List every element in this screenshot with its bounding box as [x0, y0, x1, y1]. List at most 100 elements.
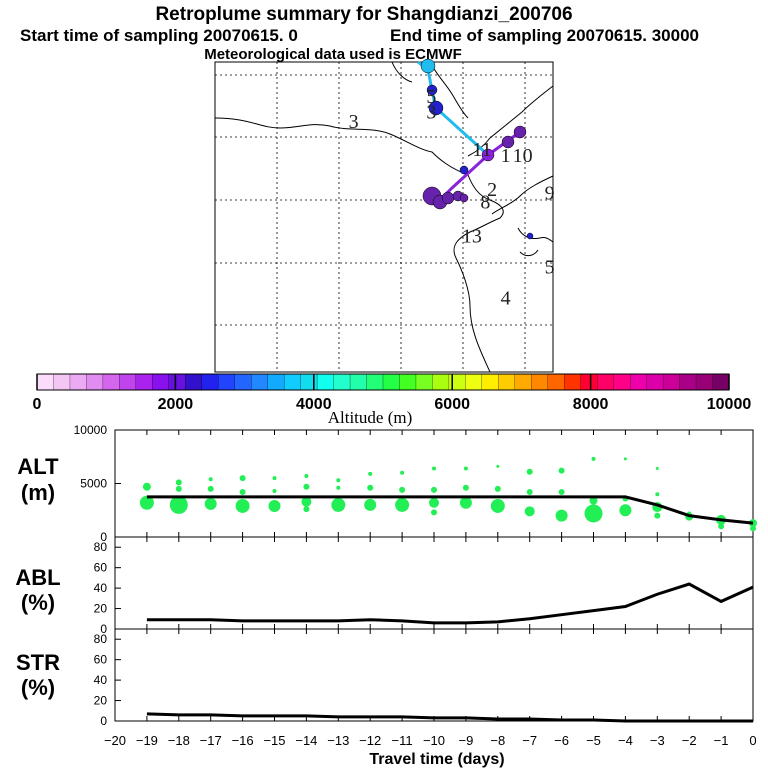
colorbar-swatch	[695, 373, 714, 391]
alt-scatter-point	[490, 498, 505, 513]
colorbar-swatch	[102, 373, 120, 391]
colorbar-tick-label: 4000	[296, 396, 332, 413]
alt-scatter-point	[432, 466, 436, 471]
x-tick-label: −17	[200, 733, 222, 748]
str-plot: 0 20 40 60 80	[94, 629, 754, 728]
colorbar-swatch	[300, 373, 318, 391]
y-tick-label: 20	[94, 602, 108, 616]
x-tick-label: 0	[749, 733, 756, 748]
day-label: 3	[426, 102, 436, 124]
alt-scatter-point	[364, 498, 377, 511]
abl-plot: 0 20 40 60 80	[94, 537, 754, 636]
trajectory-marker	[459, 165, 469, 175]
x-tick-label: −7	[522, 733, 537, 748]
x-tick-label: −10	[423, 733, 445, 748]
x-tick-label: −14	[295, 733, 317, 748]
colorbar-swatch	[36, 373, 55, 391]
x-tick-label: −8	[490, 733, 505, 748]
day-label: 9	[545, 182, 555, 204]
day-label: 1	[501, 145, 511, 167]
alt-scatter-point	[526, 468, 533, 475]
alt-scatter-point	[336, 485, 341, 490]
trajectory-marker	[481, 148, 495, 162]
colorbar-swatch	[679, 373, 697, 391]
alt-median-line	[146, 495, 754, 525]
alt-scatter-point	[395, 497, 410, 512]
alt-scatter-point	[750, 525, 756, 532]
colorbar-swatch	[218, 373, 236, 391]
colorbar-swatch	[168, 373, 186, 391]
colorbar-swatch	[366, 373, 384, 391]
y-tick-label: 60	[94, 653, 108, 667]
day-label: 2	[487, 179, 497, 201]
colorbar-swatch	[333, 373, 351, 391]
colorbar-swatch	[465, 373, 483, 391]
alt-scatter-point	[718, 523, 725, 530]
x-axis-label: Travel time (days)	[369, 751, 504, 768]
map-frame	[214, 61, 554, 373]
map-grid	[215, 62, 553, 372]
alt-scatter-point	[589, 496, 598, 505]
y-tick-label: 5000	[80, 477, 107, 491]
colorbar-swatch	[564, 373, 582, 391]
alt-scatter-point	[208, 477, 213, 482]
x-tick-label: −15	[263, 733, 285, 748]
colorbar-swatch	[547, 373, 565, 391]
colorbar: 0 2000 4000 6000 8000 10000 Altitude (m)	[33, 373, 752, 427]
y-tick-label: 20	[94, 694, 108, 708]
colorbar-swatch	[712, 373, 730, 391]
alt-scatter-point	[619, 504, 632, 517]
trajectory-marker	[513, 125, 527, 139]
subtitle-start: Start time of sampling 20070615. 0	[20, 26, 298, 45]
y-tick-label: 0	[100, 622, 107, 636]
alt-scatter-point	[591, 456, 596, 461]
colorbar-tick-label: 0	[33, 396, 42, 413]
colorbar-tick-label: 6000	[434, 396, 470, 413]
alt-scatter-point	[431, 486, 437, 493]
day-label: 10	[513, 145, 533, 167]
alt-scatter-point	[431, 509, 437, 516]
x-tick-label: −2	[682, 733, 697, 748]
colorbar-swatch	[201, 373, 219, 391]
trajectory-marker	[526, 232, 534, 240]
alt-scatter-point	[239, 475, 246, 482]
alt-scatter-point	[368, 471, 373, 476]
alt-scatter-point	[367, 484, 374, 491]
alt-scatter-point	[555, 509, 568, 522]
alt-scatter-point	[175, 485, 182, 492]
colorbar-swatch	[267, 373, 285, 391]
colorbar-swatch	[234, 373, 252, 391]
abl-panel-label: ABL	[15, 565, 60, 590]
alt-scatter-point	[558, 467, 565, 474]
colorbar-swatch	[399, 373, 417, 391]
colorbar-tick-label: 8000	[573, 396, 609, 413]
alt-scatter-point	[584, 504, 603, 523]
alt-panel-label: ALT	[17, 454, 59, 479]
alt-scatter-point	[654, 512, 661, 519]
alt-scatter-point	[301, 496, 312, 507]
colorbar-swatch	[316, 373, 335, 391]
y-tick-label: 0	[100, 714, 107, 728]
alt-scatter-point	[459, 496, 472, 509]
colorbar-swatch	[613, 373, 631, 391]
y-tick-label: 60	[94, 561, 108, 575]
abl-line	[146, 582, 754, 625]
colorbar-swatches	[36, 373, 730, 391]
colorbar-tick-label: 10000	[707, 396, 752, 413]
colorbar-label: Altitude (m)	[328, 408, 413, 427]
day-label: 5	[545, 257, 555, 279]
x-tick-label: −4	[618, 733, 633, 748]
alt-scatter-point	[655, 492, 660, 497]
x-tick-label: −11	[392, 733, 413, 748]
str-line	[146, 712, 753, 723]
x-tick-label: −12	[359, 733, 381, 748]
x-tick-label: −18	[168, 733, 190, 748]
abl-panel-frame	[114, 536, 754, 630]
alt-scatter-point	[272, 476, 277, 481]
colorbar-swatch	[481, 373, 499, 391]
colorbar-swatch	[185, 373, 203, 391]
trajectory-marker	[426, 84, 438, 96]
trajectory-marker	[428, 100, 444, 116]
alt-scatter-point	[207, 485, 214, 492]
